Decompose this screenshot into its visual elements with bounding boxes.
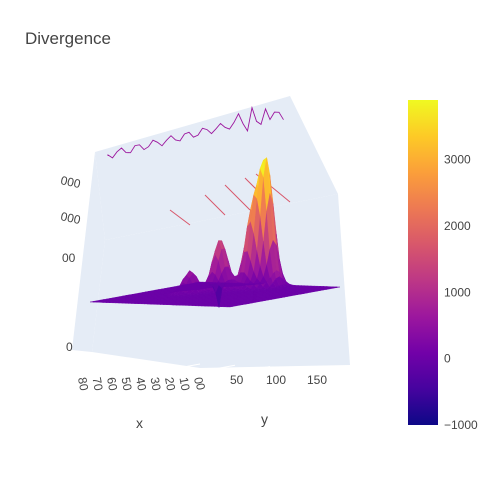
y-tick-label: 100 — [266, 373, 286, 387]
x-tick-label: 10 — [177, 376, 193, 392]
z-tick-label: 000 — [59, 173, 82, 191]
y-tick-label: 150 — [307, 373, 327, 387]
colorbar-tick-label: 3000 — [444, 153, 471, 167]
grid-lines — [89, 363, 306, 389]
surface-patch — [333, 286, 341, 288]
x-tick-label: 60 — [104, 376, 120, 392]
x-tick-label: 30 — [148, 376, 164, 392]
projection-contour — [204, 194, 226, 216]
colorbar — [408, 100, 438, 425]
z-tick-label: 0 — [66, 340, 73, 354]
x-tick-label: 50 — [119, 376, 135, 392]
chart-title: Divergence — [25, 29, 111, 48]
floor-grid-line — [89, 363, 201, 385]
colorbar-tick-label: −1000 — [444, 418, 478, 432]
x-tick-label: 20 — [162, 376, 178, 392]
floor-grid-line — [194, 367, 306, 389]
projection-contour — [169, 209, 191, 226]
surface — [89, 157, 341, 308]
z-tick-label: 000 — [59, 209, 82, 227]
y-tick-label: 50 — [230, 373, 244, 387]
x-axis-title: x — [136, 415, 143, 431]
z-tick-label: 00 — [62, 251, 76, 265]
x-tick-label: 70 — [90, 376, 106, 392]
x-tick-label: 0 — [191, 376, 206, 385]
x-tick-label: 80 — [75, 376, 91, 392]
colorbar-tick-label: 0 — [444, 352, 451, 366]
back-wall — [95, 96, 338, 240]
colorbar-tick-label: 1000 — [444, 285, 471, 299]
y-axis-ticks: 0 50 100 150 — [193, 373, 327, 391]
floor-grid-line — [159, 366, 271, 388]
y-tick-label: 0 — [193, 382, 208, 391]
y-axis-title: y — [261, 411, 268, 427]
floor-grid-line — [124, 364, 236, 386]
colorbar-tick-label: 2000 — [444, 219, 471, 233]
x-tick-label: 40 — [133, 376, 149, 392]
projection-contour — [107, 105, 284, 159]
projection-contour — [224, 184, 251, 211]
scene-walls — [72, 96, 350, 368]
colorbar-ticks: −1000 0 1000 2000 3000 — [444, 153, 478, 432]
